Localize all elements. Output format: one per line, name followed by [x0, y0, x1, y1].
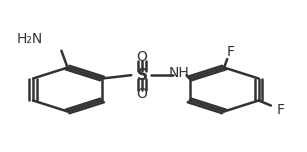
Text: F: F — [276, 103, 284, 117]
Text: S: S — [137, 68, 147, 83]
Text: F: F — [226, 45, 234, 59]
Text: NH: NH — [169, 66, 189, 80]
Text: O: O — [137, 87, 147, 101]
Text: O: O — [137, 50, 147, 64]
Text: H₂N: H₂N — [17, 32, 43, 46]
